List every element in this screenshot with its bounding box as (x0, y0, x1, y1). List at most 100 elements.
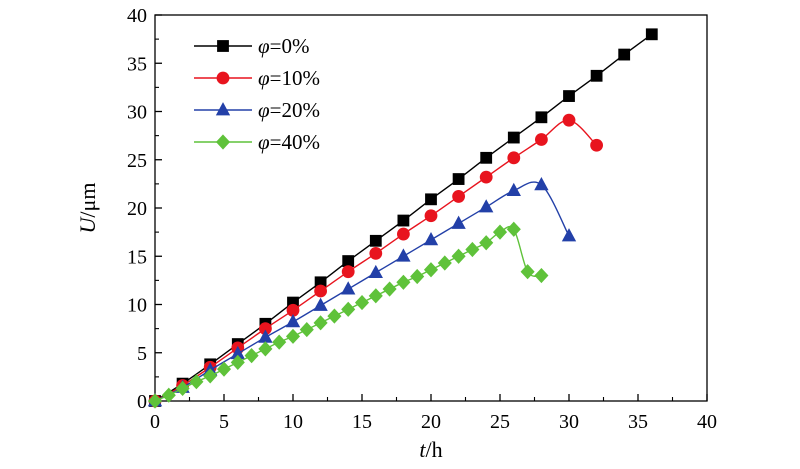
y-tick-label: 30 (127, 102, 147, 124)
y-tick-label: 5 (137, 343, 147, 365)
series-line (154, 119, 598, 402)
data-point (341, 301, 356, 317)
data-point (203, 368, 218, 384)
data-point (313, 297, 328, 311)
data-point (451, 248, 466, 264)
data-point (618, 48, 631, 61)
data-point (561, 228, 577, 242)
legend-label: φ=20% (258, 98, 320, 122)
data-point (272, 334, 287, 350)
data-point (410, 268, 425, 285)
data-point (313, 315, 328, 331)
data-point (465, 241, 480, 258)
y-tick-label: 40 (127, 5, 147, 27)
data-point (354, 294, 370, 311)
legend: φ=0% φ=10% φ=20% φ=40% (194, 34, 320, 154)
data-point (382, 281, 397, 297)
y-tick-label: 35 (127, 53, 147, 75)
legend-label: φ=40% (258, 130, 320, 154)
data-point (397, 214, 410, 227)
x-tick-label: 25 (490, 411, 510, 433)
data-point (342, 255, 355, 267)
data-point (562, 113, 576, 127)
y-tick-label: 20 (127, 198, 147, 220)
axis-titles: t/h U/μm (75, 183, 443, 462)
data-point (479, 235, 494, 251)
data-point (314, 284, 328, 298)
x-tick-label: 35 (628, 411, 648, 433)
legend-entry: φ=40% (194, 130, 320, 154)
data-point (563, 90, 575, 102)
data-point (492, 224, 508, 240)
data-point (425, 193, 437, 206)
series-0 (149, 28, 658, 407)
data-point (368, 264, 383, 279)
series-3 (147, 221, 549, 409)
data-point (479, 199, 494, 213)
data-point (451, 215, 466, 229)
data-point (161, 387, 176, 403)
legend-entry: φ=0% (194, 34, 309, 58)
data-point (590, 69, 603, 82)
data-point (452, 190, 466, 203)
y-tick-label: 15 (127, 246, 147, 268)
data-point (437, 255, 452, 271)
x-tick-label: 20 (421, 411, 441, 433)
data-point (590, 138, 603, 152)
data-point (423, 232, 439, 246)
data-point (507, 151, 521, 165)
series-line (154, 181, 570, 402)
data-point (534, 267, 549, 284)
x-tick-label: 0 (150, 411, 160, 433)
legend-entry: φ=20% (194, 98, 320, 122)
data-point (368, 288, 383, 304)
data-point (520, 264, 535, 280)
data-point (189, 374, 204, 390)
x-tick-label: 10 (283, 411, 303, 433)
x-tick-label: 40 (697, 411, 717, 433)
y-tick-label: 25 (127, 150, 147, 172)
data-point (147, 393, 163, 409)
data-point (341, 281, 356, 295)
legend-label: φ=0% (258, 34, 309, 58)
data-point (341, 265, 355, 279)
data-point (396, 248, 411, 262)
y-axis-title: U/μm (75, 183, 100, 234)
x-tick-label: 30 (559, 411, 579, 433)
data-point (396, 274, 411, 290)
y-tick-label: 10 (127, 295, 147, 317)
data-point (369, 234, 382, 247)
data-point (534, 177, 549, 191)
y-tick-label: 0 (137, 391, 147, 413)
axes: 0 5 10 15 20 25 30 35 40 0 5 10 15 20 25 30 35 40 (127, 5, 717, 433)
legend-marker (215, 134, 231, 150)
x-axis-title: t/h (419, 437, 442, 462)
data-point (369, 246, 383, 260)
legend-marker (216, 71, 230, 85)
x-tick-label: 15 (352, 411, 372, 433)
data-point (396, 227, 410, 241)
data-point (535, 111, 548, 124)
legend-marker (217, 40, 229, 52)
data-point (506, 182, 521, 197)
data-point (244, 348, 259, 364)
legend-marker (215, 102, 231, 116)
data-point (506, 221, 521, 237)
x-tick-label: 5 (219, 411, 229, 433)
data-point (285, 328, 301, 344)
data-point (452, 173, 465, 185)
data-point (423, 262, 439, 278)
data-point (327, 308, 342, 324)
series-layer (147, 28, 658, 409)
data-point (507, 131, 520, 144)
data-point (479, 170, 493, 184)
series-1 (148, 113, 603, 408)
data-point (230, 354, 245, 370)
legend-label: φ=10% (258, 66, 320, 90)
legend-entry: φ=10% (194, 66, 320, 90)
data-point (216, 361, 232, 377)
data-point (645, 28, 658, 41)
data-point (424, 209, 438, 223)
data-point (258, 341, 273, 357)
